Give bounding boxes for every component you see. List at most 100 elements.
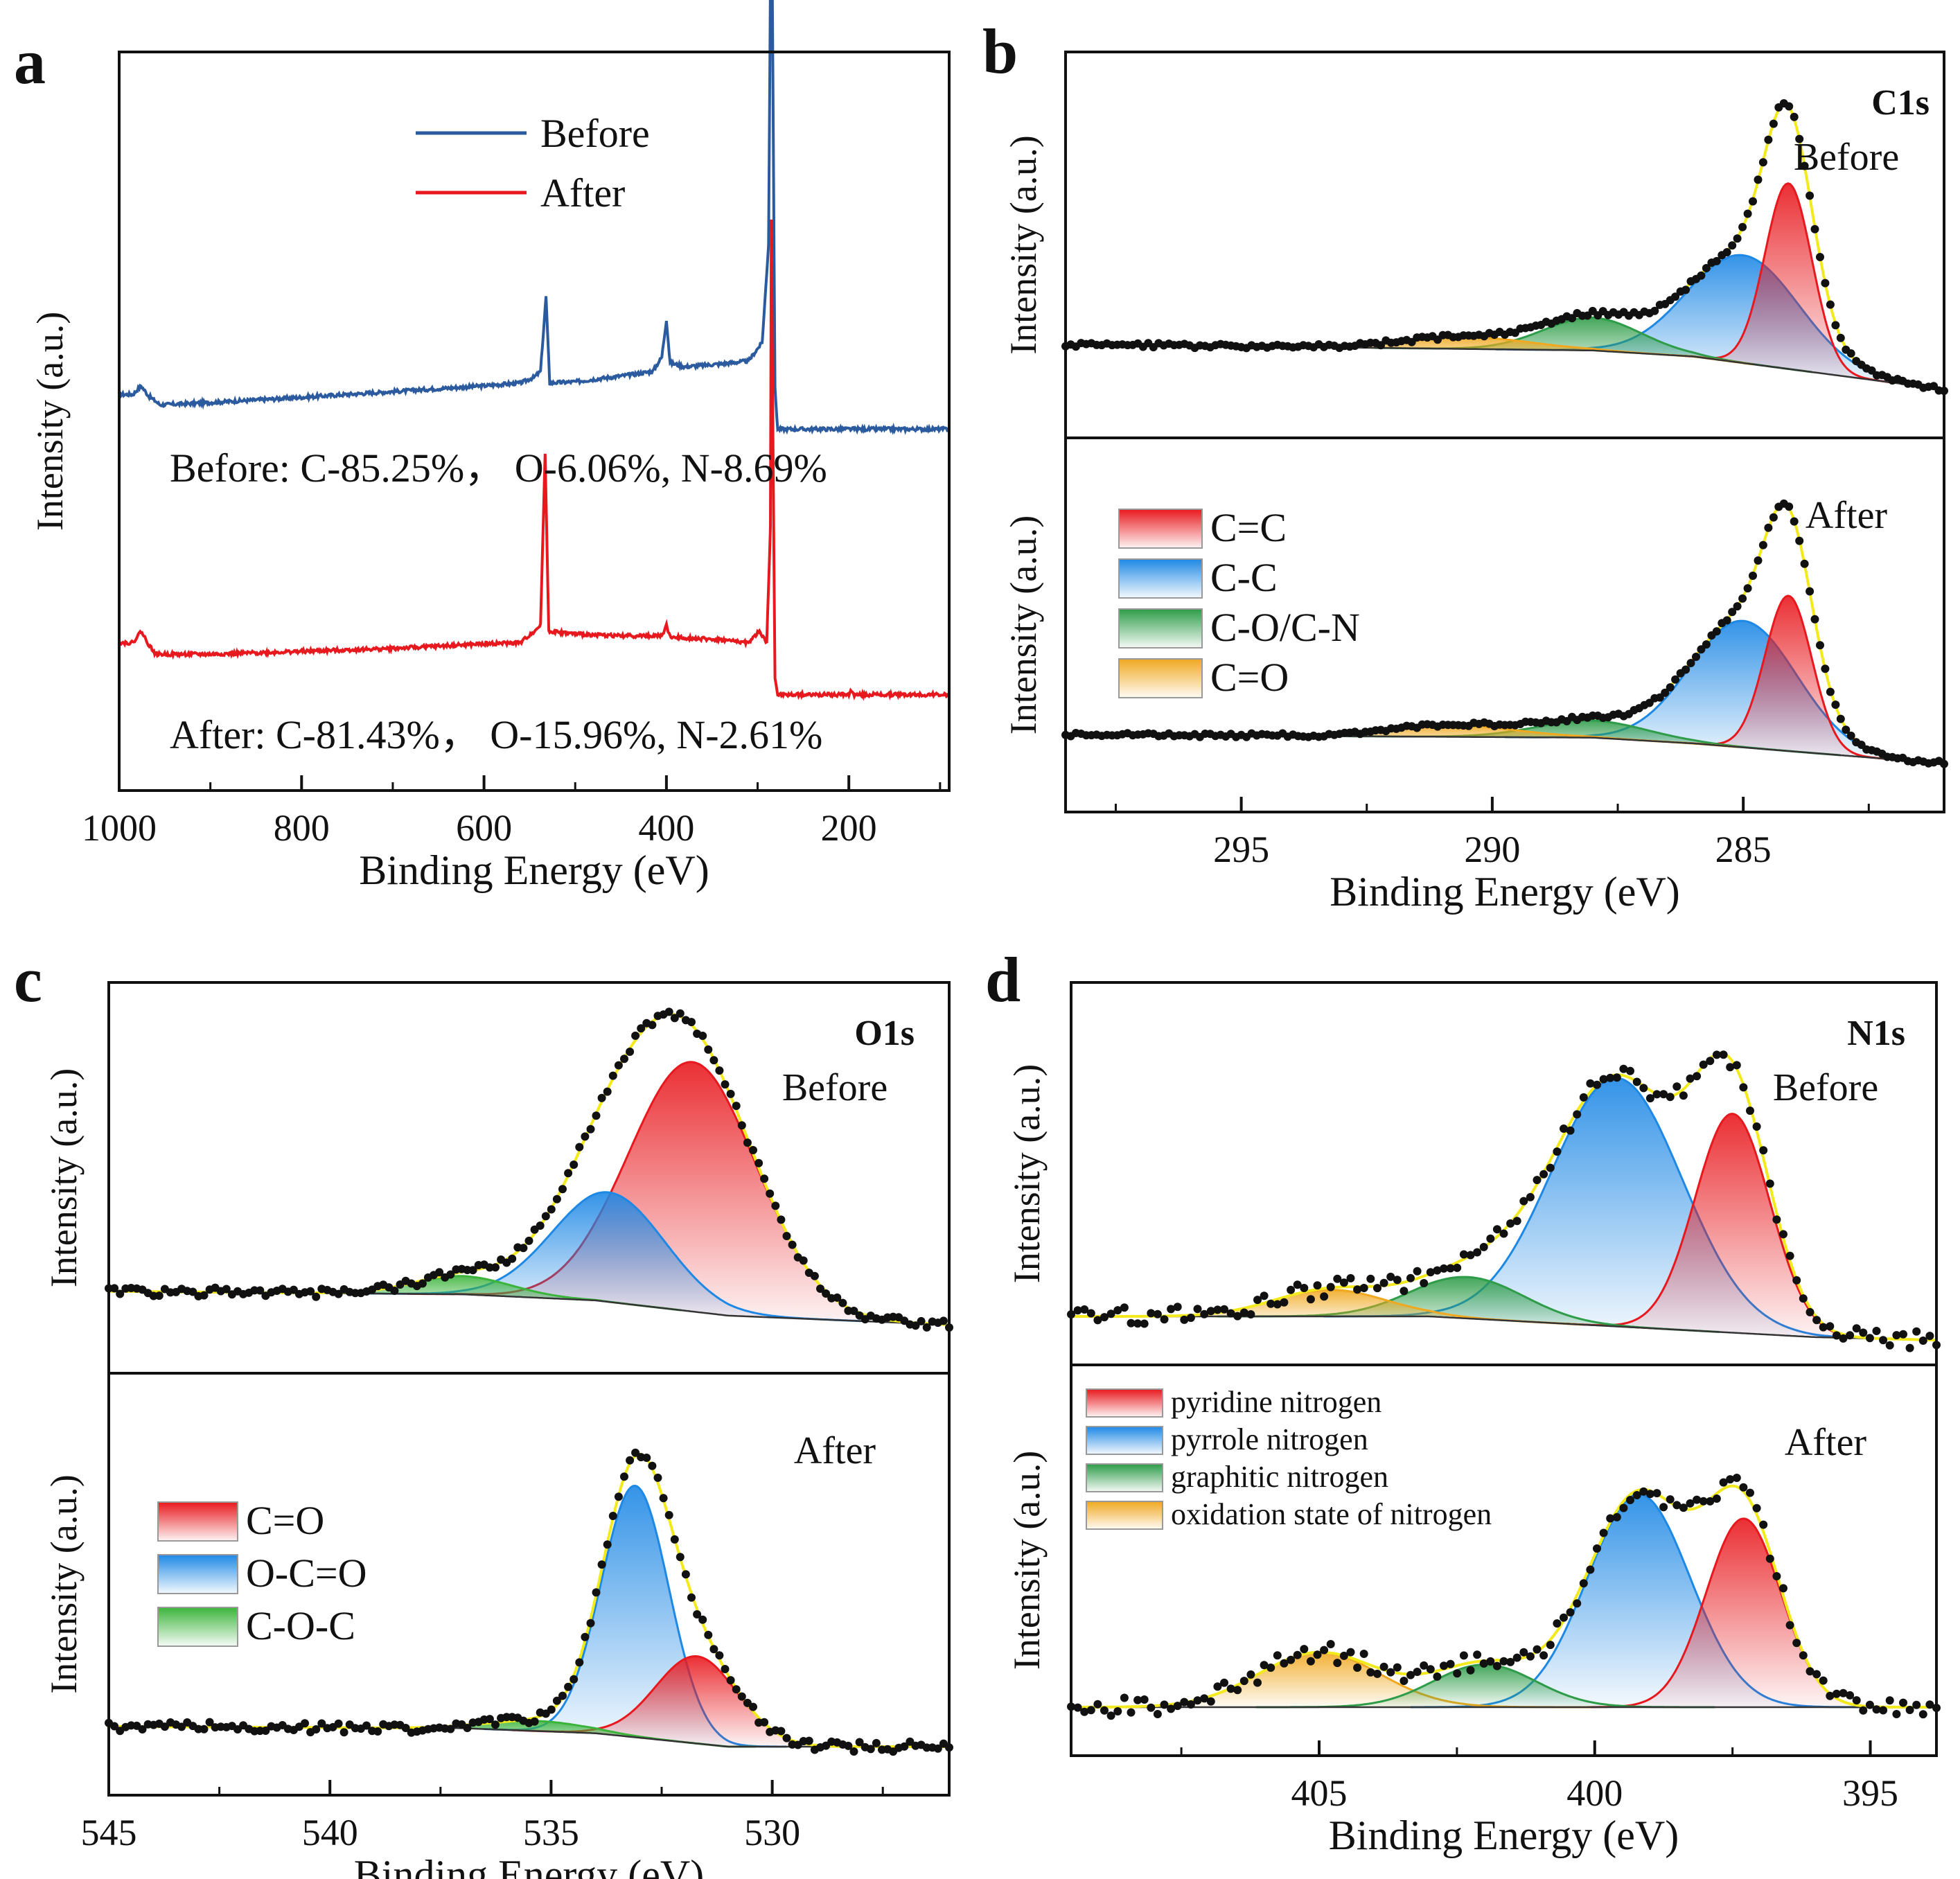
data-point [1865, 1334, 1874, 1343]
data-point [1220, 1678, 1228, 1687]
data-point [1764, 523, 1773, 532]
data-point [1180, 1315, 1189, 1324]
data-point [1453, 1263, 1462, 1272]
peak-area [1217, 1277, 1720, 1332]
data-point [626, 1048, 635, 1056]
data-point [1699, 1060, 1708, 1069]
data-point [1846, 1331, 1855, 1340]
peak-area [512, 1656, 882, 1747]
data-point [1492, 1661, 1501, 1670]
data-point [1133, 1319, 1142, 1328]
x-tick-label: 405 [1291, 1772, 1347, 1814]
data-point [1905, 1706, 1914, 1714]
plot-frame [118, 51, 951, 792]
data-point [1676, 287, 1685, 296]
data-point [1918, 1337, 1927, 1345]
data-point [1359, 1650, 1368, 1658]
fit-envelope [109, 1452, 949, 1748]
data-point [1239, 1308, 1248, 1317]
data-point [1806, 587, 1815, 596]
data-point [1233, 1686, 1242, 1695]
data-point [1512, 1217, 1521, 1226]
data-point [642, 1018, 651, 1027]
data-point [1499, 1229, 1508, 1238]
data-point [116, 1727, 125, 1736]
legend-label: pyridine nitrogen [1171, 1385, 1381, 1419]
data-point [1287, 1285, 1296, 1294]
data-point [1133, 1695, 1142, 1704]
data-point [777, 1215, 786, 1224]
legend: C=O O-C=O C-O-C [157, 1498, 367, 1648]
data-point [608, 1071, 617, 1080]
peak-area [244, 1276, 682, 1311]
core-level-label: O1s [854, 1014, 915, 1053]
data-point [1769, 513, 1778, 522]
data-point [183, 1718, 192, 1727]
data-point [407, 1728, 416, 1737]
data-point [1752, 1122, 1761, 1131]
data-point [1366, 1668, 1375, 1677]
data-point [855, 1311, 864, 1320]
data-point [1573, 1110, 1582, 1119]
data-point [1127, 1318, 1136, 1327]
data-point [1287, 1655, 1296, 1664]
data-point [1366, 1274, 1375, 1283]
data-point [1746, 1106, 1754, 1115]
x-tick-label: 600 [456, 807, 512, 849]
data-point [1339, 1278, 1348, 1287]
data-point [771, 1201, 780, 1210]
data-point [1659, 1090, 1668, 1099]
data-point [1186, 1700, 1195, 1709]
data-point [743, 1138, 752, 1147]
data-point [1925, 1700, 1934, 1709]
x-tick-label: 285 [1715, 829, 1772, 870]
data-point [1826, 300, 1835, 309]
data-point [1779, 1230, 1787, 1239]
data-point [317, 1285, 326, 1294]
data-point [732, 1685, 741, 1694]
data-point [631, 1448, 640, 1457]
data-point [1206, 1697, 1215, 1706]
data-point [922, 1323, 931, 1332]
data-point [581, 1132, 590, 1141]
composition-after: After: C-81.43%， O-15.96%, N-2.61% [170, 712, 822, 757]
data-point [121, 1284, 130, 1293]
data-point [1852, 1696, 1861, 1705]
x-tick-label: 200 [821, 807, 877, 849]
legend-swatch [157, 1607, 238, 1647]
data-point [564, 1169, 573, 1178]
data-point [1733, 602, 1742, 611]
data-point [227, 1290, 236, 1299]
data-point [1826, 1691, 1835, 1700]
data-point [1486, 1234, 1495, 1243]
data-point [1160, 1700, 1169, 1709]
data-point [1160, 1315, 1169, 1324]
peak-line [1684, 182, 1893, 384]
data-point [1800, 559, 1809, 568]
legend-label: oxidation state of nitrogen [1171, 1497, 1492, 1531]
legend-swatch [1118, 558, 1203, 599]
data-point [816, 1285, 824, 1293]
data-point [1639, 1084, 1648, 1093]
data-point [547, 1205, 556, 1214]
legend-label-after: After [540, 170, 625, 215]
data-point [1686, 659, 1695, 667]
data-point [1790, 112, 1799, 121]
data-point [1560, 1124, 1568, 1133]
data-point [788, 1740, 797, 1749]
peak-area [1373, 317, 1812, 372]
data-point [1746, 1488, 1754, 1497]
x-tick-label: 530 [744, 1812, 800, 1853]
y-axis-title: Intensity (a.u.) [1003, 515, 1044, 734]
peak-area [1323, 1077, 1910, 1340]
legend-label: pyrrole nitrogen [1171, 1422, 1368, 1456]
y-axis-title: Intensity (a.u.) [1003, 135, 1044, 354]
subplot-before: Before Intensity (a.u.) [1006, 1050, 1941, 1352]
data-point [1831, 700, 1840, 709]
data-point [1749, 197, 1757, 206]
data-point [1413, 1668, 1422, 1676]
data-point [1872, 1327, 1881, 1335]
data-point [872, 1738, 881, 1747]
data-point [1764, 135, 1773, 144]
data-point [1566, 1126, 1575, 1135]
